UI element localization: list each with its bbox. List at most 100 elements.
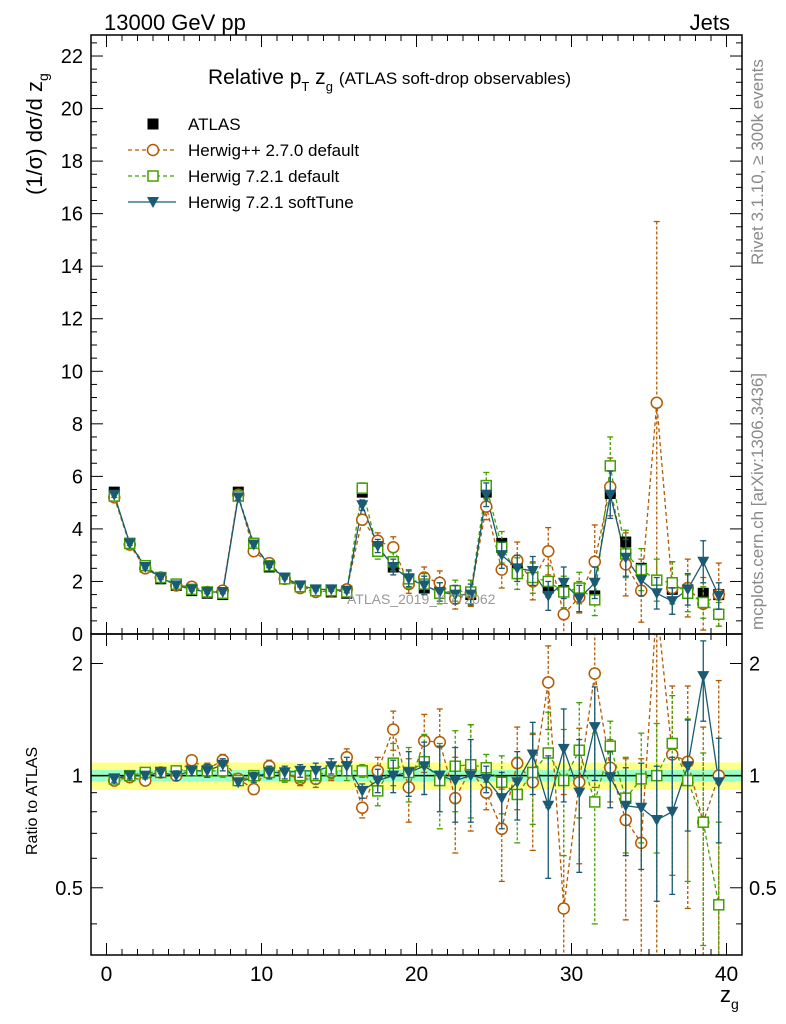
- series-3-ratio-point-15: [340, 761, 353, 773]
- series-3-main: [108, 470, 725, 615]
- series-3-ratio-point-9: [247, 772, 260, 784]
- r-tick-label-left-1: 1: [72, 766, 83, 788]
- r-tick-label-right-2: 2: [749, 653, 760, 675]
- series-3-point-30: [573, 593, 586, 605]
- series-2-ratio-point-36: [666, 737, 678, 750]
- r-tick-label-right-0.5: 0.5: [749, 878, 777, 900]
- series-3-point-36: [666, 596, 679, 608]
- y-tick-label-10: 10: [61, 361, 83, 383]
- series-1-ratio-point-31: [588, 667, 601, 680]
- series-3-ratio-point-4: [170, 770, 183, 782]
- y-tick-label-20: 20: [61, 99, 83, 121]
- y-tick-label-0: 0: [72, 624, 83, 646]
- series-1-ratio-line: [114, 634, 720, 909]
- series-3-point-26: [511, 563, 524, 575]
- series-1-ratio-point-28: [542, 676, 555, 689]
- legend-marker-3: [147, 197, 159, 208]
- x-tick-label-20: 20: [405, 963, 428, 986]
- series-2-ratio-point-32: [604, 740, 616, 752]
- series-3-ratio-point-11: [278, 767, 291, 779]
- series-3-point-11: [278, 572, 291, 584]
- series-3-ratio-point-13: [309, 765, 322, 777]
- series-3-point-14: [325, 584, 338, 596]
- y-tick-label-16: 16: [61, 204, 83, 226]
- series-1-ratio-point-16: [356, 801, 369, 814]
- series-1-point-35: [650, 396, 663, 410]
- series-3-ratio-point-32: [604, 772, 617, 784]
- series-lines: [113, 402, 720, 909]
- series-3-ratio-point-22: [449, 775, 462, 787]
- legend: ATLAS Herwig++ 2.7.0 default Herwig 7.2.1 …: [128, 115, 359, 212]
- series-3-ratio-point-18: [387, 770, 400, 782]
- series-1-point-16: [356, 513, 369, 526]
- legend-marker-2: [147, 170, 159, 182]
- series-2-point-36: [666, 577, 678, 589]
- watermark: ATLAS_2019_I1772062: [347, 591, 496, 607]
- series-1-ratio-point-5: [185, 753, 198, 767]
- series-1-point-18: [387, 541, 400, 554]
- series-3-ratio-line: [114, 675, 720, 821]
- series-3-point-15: [340, 585, 353, 597]
- series-3-point-5: [185, 584, 198, 596]
- series-3-ratio-point-0: [108, 773, 121, 785]
- series-3-ratio-point-33: [619, 800, 632, 812]
- y-tick-label-14: 14: [61, 256, 83, 278]
- y-tick-label-6: 6: [72, 466, 83, 488]
- series-3-point-16: [356, 500, 369, 512]
- x-tick-label-30: 30: [560, 963, 583, 986]
- legend-label-3: Herwig 7.2.1 softTune: [188, 193, 354, 212]
- series-3-point-29: [557, 577, 570, 589]
- series-2-ratio-point-16: [356, 765, 368, 777]
- y-tick-label-8: 8: [72, 414, 83, 436]
- series-3-ratio-point-10: [263, 767, 276, 779]
- series-3-point-6: [201, 586, 214, 598]
- series-3-point-0: [108, 489, 121, 501]
- chart-title-note: (ATLAS soft-drop observables): [339, 69, 571, 88]
- series-3-point-18: [387, 562, 400, 574]
- series-3-point-23: [464, 589, 477, 601]
- series-3-point-12: [294, 580, 307, 592]
- series-3-ratio: [108, 640, 725, 902]
- series-2-point-39: [713, 608, 725, 621]
- series-3-point-2: [139, 562, 152, 574]
- series-3-ratio-point-5: [185, 765, 198, 777]
- chart-title: Relative pT zg (ATLAS soft-drop observabl…: [208, 66, 571, 94]
- series-3-point-10: [263, 560, 276, 572]
- series-3-ratio-point-37: [681, 761, 694, 773]
- x-tick-label-40: 40: [715, 963, 738, 986]
- x-tick-label-10: 10: [250, 963, 273, 986]
- series-3-ratio-point-6: [201, 765, 214, 777]
- series-3-point-8: [232, 492, 245, 504]
- y-tick-label-12: 12: [61, 309, 83, 331]
- series-3-ratio-point-12: [294, 765, 307, 777]
- series-3-ratio-point-30: [573, 787, 586, 799]
- series-3-point-1: [123, 538, 136, 550]
- r-tick-label-left-0.5: 0.5: [55, 878, 83, 900]
- header-right: Jets: [690, 10, 730, 35]
- series-3-point-20: [418, 580, 431, 592]
- series-2-point-32: [604, 460, 616, 472]
- series-1-main: [108, 220, 725, 634]
- series-2-ratio: [108, 694, 725, 955]
- series-3-point-31: [588, 577, 601, 589]
- x-axis-label: zg: [720, 982, 739, 1012]
- rivet-label: Rivet 3.1.10, ≥ 300k events: [748, 59, 767, 265]
- series-3-point-39: [712, 590, 725, 602]
- series-1-point-28: [542, 544, 555, 558]
- r-tick-label-right-1: 1: [749, 766, 760, 788]
- y-tick-label-22: 22: [61, 46, 83, 68]
- series-2-ratio-point-31: [589, 796, 601, 808]
- series-3-point-33: [619, 552, 632, 564]
- ratio-axis-label: Ratio to ATLAS: [24, 747, 41, 855]
- series-3-ratio-point-2: [139, 770, 152, 782]
- r-tick-label-left-2: 2: [72, 653, 83, 675]
- series-1-ratio-point-29: [557, 902, 570, 915]
- legend-marker-1: [146, 143, 160, 157]
- legend-marker-0: [147, 118, 159, 130]
- series-3-point-27: [526, 565, 539, 577]
- series-3-ratio-point-38: [697, 671, 710, 683]
- chart-title-sub-g: g: [326, 79, 333, 94]
- chart-title-sub-t: T: [301, 79, 309, 94]
